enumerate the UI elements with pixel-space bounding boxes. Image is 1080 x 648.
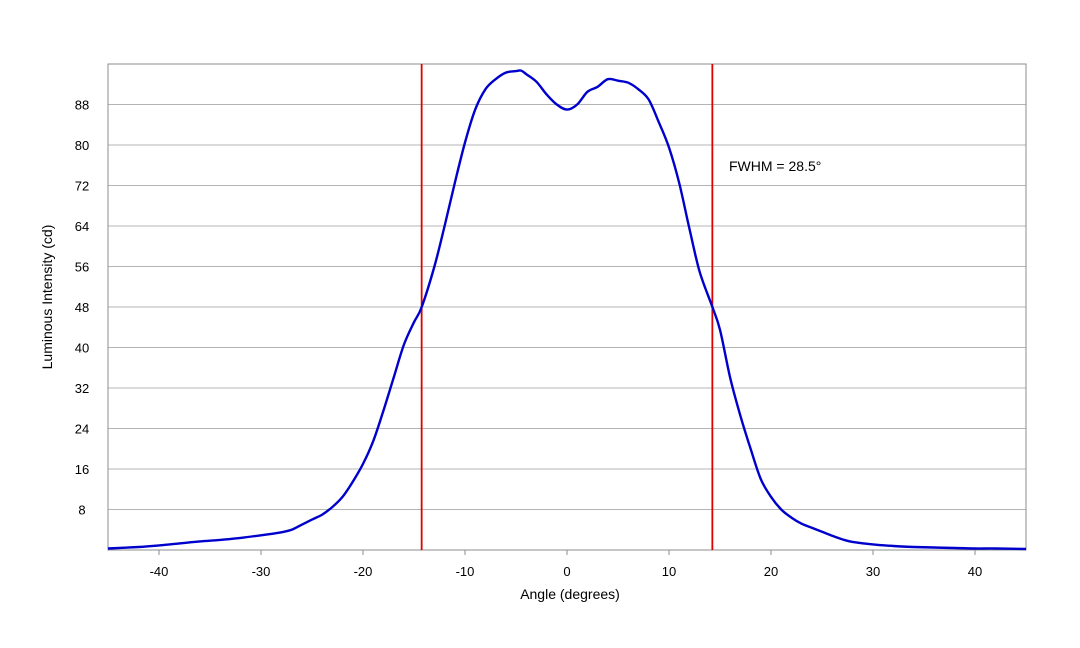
y-tick-label: 48 xyxy=(75,300,89,315)
y-tick-label: 56 xyxy=(75,260,89,275)
y-tick-label: 64 xyxy=(75,219,89,234)
x-tick-label: -10 xyxy=(456,564,475,579)
y-tick-label: 40 xyxy=(75,341,89,356)
y-tick-label: 72 xyxy=(75,179,89,194)
y-tick-label: 32 xyxy=(75,381,89,396)
x-tick-label: 10 xyxy=(662,564,676,579)
x-axis-ticks: -40 -30 -20 -10 0 10 20 30 40 xyxy=(150,550,982,579)
x-tick-label: 0 xyxy=(563,564,570,579)
y-axis-title: Luminous Intensity (cd) xyxy=(39,225,55,370)
x-tick-label: 40 xyxy=(968,564,982,579)
x-axis-title: Angle (degrees) xyxy=(520,586,620,602)
x-tick-label: 20 xyxy=(764,564,778,579)
y-tick-label: 24 xyxy=(75,422,89,437)
y-tick-label: 16 xyxy=(75,462,89,477)
fwhm-annotation: FWHM = 28.5° xyxy=(729,158,821,174)
y-tick-label: 88 xyxy=(75,98,89,113)
x-tick-label: -40 xyxy=(150,564,169,579)
x-tick-label: 30 xyxy=(866,564,880,579)
y-axis-ticks: 8 16 24 32 40 48 56 64 72 80 88 xyxy=(75,98,89,518)
x-tick-label: -20 xyxy=(354,564,373,579)
intensity-curve xyxy=(107,69,1027,551)
x-tick-label: -30 xyxy=(252,564,271,579)
grid xyxy=(108,104,1026,510)
y-tick-label: 80 xyxy=(75,138,89,153)
y-tick-label: 8 xyxy=(78,503,85,518)
